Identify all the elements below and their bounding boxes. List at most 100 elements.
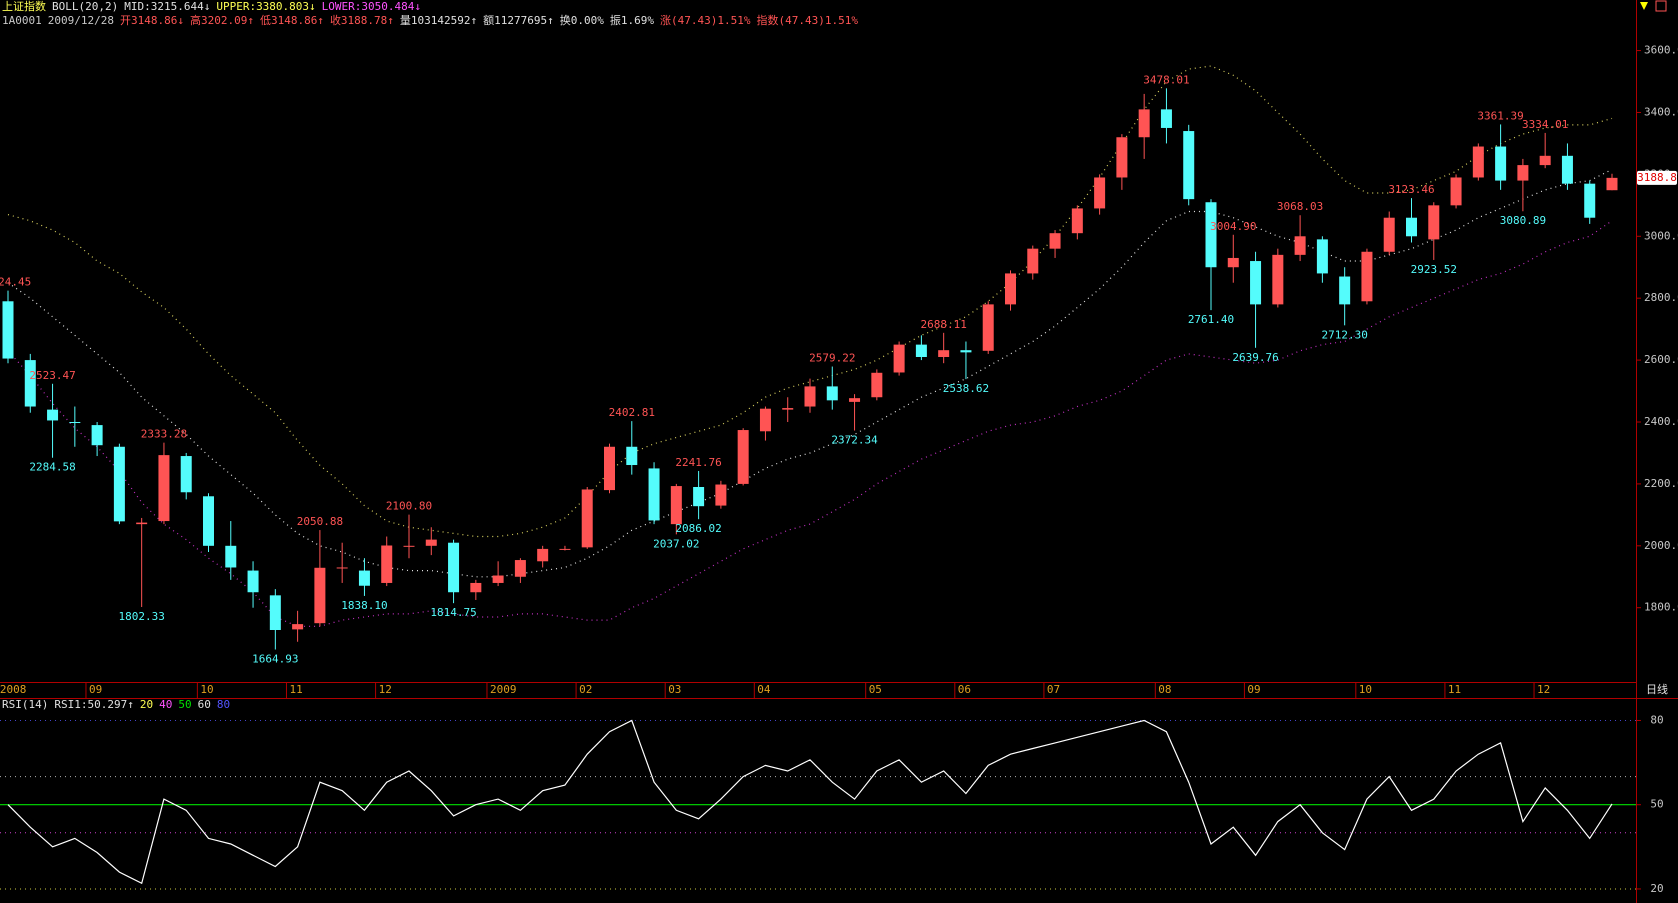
x-tick-label: 10 <box>200 683 213 696</box>
period-label[interactable]: 日线 <box>1646 682 1668 696</box>
header-item: 低3148.86↑ <box>260 14 324 27</box>
y-tick-label: 3400.0 <box>1644 105 1678 118</box>
candle-body <box>514 560 526 577</box>
candle-body <box>1205 202 1217 268</box>
candle-body <box>1316 239 1328 274</box>
candle-body <box>158 455 170 522</box>
high-label: 2579.22 <box>809 352 855 365</box>
header-item: 开3148.86↓ <box>120 14 184 27</box>
toolbar-icons <box>1640 0 1667 12</box>
high-label: 2241.76 <box>675 456 721 469</box>
candle-body <box>1561 155 1573 184</box>
y-tick-label: 1800.0 <box>1644 601 1678 614</box>
x-tick-label: 09 <box>89 683 102 696</box>
high-label: 2688.11 <box>920 318 966 331</box>
candle-body <box>448 542 460 593</box>
y-tick-label: 50 <box>1650 798 1663 811</box>
candle-body <box>1138 109 1150 138</box>
level-legend: 60 <box>198 698 211 711</box>
x-tick-label: 11 <box>289 683 302 696</box>
candle-body <box>1160 109 1172 128</box>
candle-body <box>1517 165 1529 181</box>
high-label: 2824.45 <box>0 276 31 289</box>
icon[interactable] <box>1640 2 1648 10</box>
high-label: 3361.39 <box>1477 109 1523 122</box>
candle-body <box>559 548 571 550</box>
y-tick-label: 3600.0 <box>1644 44 1678 57</box>
x-tick-label: 07 <box>1047 683 1060 696</box>
boll-band <box>7 220 1613 627</box>
candle-body <box>24 360 36 407</box>
header-item: 振1.69% <box>610 13 654 27</box>
high-label: 3068.03 <box>1277 200 1323 213</box>
candle-body <box>804 386 816 407</box>
header-item: 高3202.09↑ <box>190 13 254 27</box>
level-legend: 20 <box>140 698 153 711</box>
candle-body <box>492 575 504 583</box>
candle-body <box>470 582 482 593</box>
y-tick-label: 2200.0 <box>1644 477 1678 490</box>
candle-body <box>648 468 660 521</box>
low-label: 2761.40 <box>1188 313 1234 326</box>
candle-body <box>1361 251 1373 302</box>
price-tag <box>1637 170 1677 185</box>
header-item: 量103142592↑ <box>400 14 477 27</box>
header-line: 上证指数 BOLL(20,2) MID:3215.644↓ UPPER:3380.80… <box>2 0 421 13</box>
x-tick-label: 09 <box>1247 683 1260 696</box>
header-item: 上证指数 <box>2 0 46 13</box>
high-label: 3004.90 <box>1210 220 1256 233</box>
candle-body <box>1450 177 1462 206</box>
x-tick-label: 11 <box>1448 683 1461 696</box>
x-tick-label: 04 <box>757 683 771 696</box>
candle-body <box>91 425 103 446</box>
high-label: 3123.46 <box>1388 183 1434 196</box>
candle-body <box>1539 155 1551 166</box>
candle-body <box>893 344 905 373</box>
x-tick-label: 12 <box>379 683 392 696</box>
header-item: 换0.00% <box>560 13 604 27</box>
y-tick-label: 20 <box>1650 882 1663 895</box>
candle-body <box>1227 257 1239 268</box>
candle-body <box>1294 236 1306 255</box>
header-item: 额11277695↑ <box>483 14 554 27</box>
y-tick-label: 2800.0 <box>1644 291 1678 304</box>
x-tick-label: 02 <box>579 683 592 696</box>
candle-body <box>581 489 593 548</box>
high-label: 3478.01 <box>1143 73 1189 86</box>
x-tick-label: 12 <box>1537 683 1550 696</box>
header-item: LOWER:3050.484↓ <box>322 0 421 13</box>
rsi-legend: RSI(14) RSI1:50.297↑ 20 40 50 60 80 <box>2 698 230 711</box>
x-tick-label: 10 <box>1359 683 1372 696</box>
candle-body <box>1183 131 1195 200</box>
low-label: 2086.02 <box>675 522 721 535</box>
candle-body <box>693 487 705 507</box>
header-item: 2009/12/28 <box>48 14 114 27</box>
header-item: MID:3215.644↓ <box>124 0 210 13</box>
rsi-reading: RSI1:50.297↑ <box>54 698 133 711</box>
low-label: 1814.75 <box>430 606 476 619</box>
level-legend: 40 <box>159 698 172 711</box>
x-tick-label: 2009 <box>490 683 517 696</box>
candle-body <box>737 430 749 484</box>
candle-body <box>1472 146 1484 178</box>
header-item: 收3188.78↑ <box>330 13 394 27</box>
high-label: 3334.01 <box>1522 118 1568 131</box>
high-label: 2402.81 <box>609 406 655 419</box>
y-tick-label: 2000.0 <box>1644 539 1678 552</box>
x-tick-label: 05 <box>869 683 882 696</box>
candle-body <box>826 386 838 401</box>
candle-body <box>782 408 794 410</box>
candle-body <box>626 446 638 466</box>
candle-body <box>1428 205 1440 240</box>
low-label: 3080.89 <box>1500 214 1546 227</box>
low-label: 1838.10 <box>341 599 387 612</box>
candle-body <box>915 344 927 357</box>
price-tag-label: 3188.8 <box>1637 171 1677 184</box>
candle-body <box>69 422 81 423</box>
candle-body <box>136 522 148 525</box>
header-item: 1A0001 <box>2 14 42 27</box>
x-tick-label: 03 <box>668 683 681 696</box>
icon[interactable] <box>1655 0 1667 12</box>
